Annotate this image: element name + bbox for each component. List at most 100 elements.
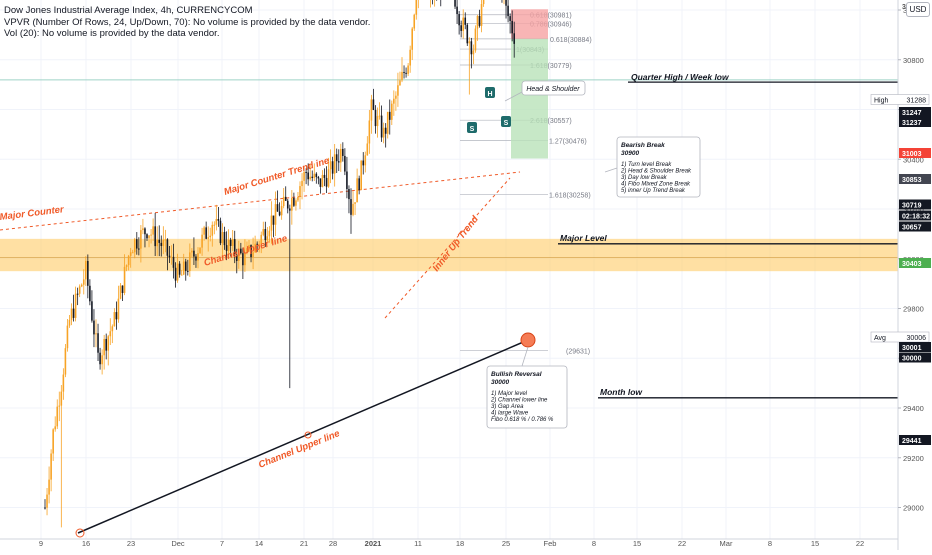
candle-body bbox=[334, 154, 336, 173]
candle-body bbox=[340, 149, 342, 163]
candle-body bbox=[71, 309, 73, 320]
candle-body bbox=[332, 161, 334, 173]
candle-body bbox=[358, 178, 360, 190]
candle-body bbox=[75, 294, 77, 318]
time-tick-label: 28 bbox=[329, 539, 337, 548]
candle-body bbox=[87, 261, 89, 286]
candle-body bbox=[44, 508, 46, 509]
candle-body bbox=[181, 275, 183, 276]
bearish-item: 5) inner Up Trend Break bbox=[621, 188, 686, 194]
candle-body bbox=[473, 51, 475, 55]
shoulder-marker-left: S bbox=[467, 122, 477, 133]
candle-body bbox=[271, 216, 273, 231]
candle-body bbox=[193, 251, 195, 257]
time-tick-label: 21 bbox=[300, 539, 308, 548]
candle-body bbox=[338, 161, 340, 162]
candle-body bbox=[65, 348, 67, 374]
candle-body bbox=[81, 285, 83, 287]
candle-body bbox=[205, 227, 207, 238]
time-tick-label: 9 bbox=[39, 539, 43, 548]
head-shoulder-label: Head & Shoulder bbox=[526, 86, 580, 93]
candle-body bbox=[144, 228, 146, 234]
candle-body bbox=[360, 161, 362, 190]
candle-body bbox=[301, 181, 303, 186]
candle-body bbox=[209, 236, 211, 238]
candle-body bbox=[391, 104, 393, 120]
time-tick-label: 2021 bbox=[365, 539, 382, 548]
candle-body bbox=[324, 175, 326, 178]
candle bbox=[220, 218, 222, 246]
candle-body bbox=[389, 112, 391, 120]
bearish-item: 2) Head & Shoulder Break bbox=[620, 169, 692, 175]
candle-body bbox=[371, 99, 373, 120]
price-tick-label: 30800 bbox=[903, 56, 924, 65]
candle-body bbox=[379, 116, 381, 117]
candle-body bbox=[381, 116, 383, 138]
key-level-label: Month low bbox=[600, 387, 643, 397]
candle-body bbox=[387, 112, 389, 134]
candle-body bbox=[67, 326, 69, 349]
candle-body bbox=[224, 232, 226, 245]
candle-body bbox=[462, 18, 464, 31]
key-level-label: Major Level bbox=[560, 233, 607, 243]
candle-body bbox=[158, 240, 160, 243]
bearish-item: 3) Day low Break bbox=[621, 175, 668, 181]
candle-body bbox=[511, 21, 513, 33]
candle-body bbox=[230, 240, 232, 246]
bullish-item: 4) large Wave bbox=[491, 411, 529, 417]
candle-body bbox=[150, 235, 152, 236]
candle-body bbox=[311, 177, 313, 178]
price-badge-caption: Avg bbox=[874, 335, 886, 342]
candle-body bbox=[165, 239, 167, 240]
candle-body bbox=[199, 248, 201, 254]
candle-body bbox=[509, 16, 511, 21]
shoulder-marker-right-text: S bbox=[504, 120, 509, 127]
candle-body bbox=[118, 299, 120, 320]
currency-selector[interactable]: USD bbox=[906, 2, 930, 17]
candle-body bbox=[460, 25, 462, 31]
candle-body bbox=[364, 155, 366, 165]
candle-body bbox=[97, 333, 99, 352]
candle-body bbox=[299, 186, 301, 197]
candle-body bbox=[114, 312, 116, 326]
candle-body bbox=[183, 262, 185, 275]
candle-body bbox=[281, 206, 283, 215]
price-tick-label: 29800 bbox=[903, 305, 924, 314]
candle-body bbox=[401, 72, 403, 80]
candle-body bbox=[163, 240, 165, 246]
candle-body bbox=[189, 252, 191, 271]
candle-body bbox=[350, 199, 352, 215]
time-tick-label: 25 bbox=[502, 539, 510, 548]
key-level-label: Quarter High / Week low bbox=[631, 72, 730, 82]
time-tick-label: 22 bbox=[678, 539, 686, 548]
bullish-title: Bullish Reversal bbox=[491, 371, 542, 378]
price-badge-value: 31003 bbox=[902, 151, 922, 158]
bullish-item: 1) Major level bbox=[491, 391, 528, 397]
candle-body bbox=[273, 216, 275, 225]
candle-body bbox=[103, 339, 105, 355]
bearish-title: Bearish Break bbox=[621, 142, 665, 149]
candle-body bbox=[409, 50, 411, 66]
candle-body bbox=[513, 33, 515, 44]
candle-body bbox=[130, 252, 132, 256]
candle-body bbox=[93, 321, 95, 335]
candle-body bbox=[505, 0, 507, 6]
candle-body bbox=[297, 197, 299, 200]
candle-body bbox=[122, 286, 124, 293]
candle-body bbox=[277, 204, 279, 211]
bullish-reversal-point[interactable] bbox=[521, 333, 535, 347]
candle-body bbox=[54, 426, 56, 429]
candle-body bbox=[354, 202, 356, 204]
bullish-item: Fibo 0.618 % / 0.786 % bbox=[491, 417, 554, 423]
candle-body bbox=[407, 66, 409, 74]
candle-body bbox=[456, 7, 458, 14]
candle-body bbox=[179, 264, 181, 275]
candle-body bbox=[116, 312, 118, 319]
bearish-level: 30900 bbox=[621, 150, 639, 157]
candle-body bbox=[201, 235, 203, 248]
candle-body bbox=[61, 392, 63, 406]
candle-body bbox=[469, 41, 471, 43]
candle-body bbox=[285, 197, 287, 201]
